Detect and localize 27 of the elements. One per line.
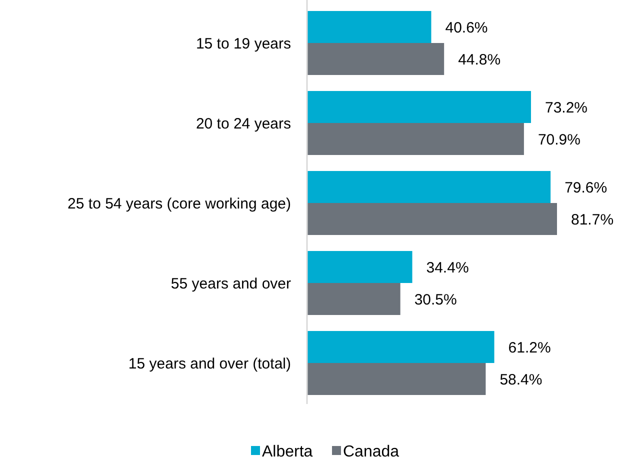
- y-tick-label: 15 years and over (total): [128, 355, 291, 372]
- y-tick-label: 55 years and over: [170, 275, 291, 292]
- bar: [307, 11, 432, 43]
- data-label: 61.2%: [508, 339, 551, 356]
- data-label: 34.4%: [426, 259, 469, 276]
- legend-label: Canada: [343, 444, 400, 461]
- data-label: 81.7%: [571, 211, 614, 228]
- data-label: 73.2%: [544, 99, 588, 116]
- y-tick-label: 25 to 54 years (core working age): [68, 195, 291, 212]
- bar: [307, 123, 524, 155]
- data-label: 44.8%: [458, 51, 501, 68]
- data-label: 70.9%: [538, 131, 580, 148]
- data-label: 79.6%: [564, 179, 608, 196]
- bar: [307, 91, 531, 123]
- bar: [307, 171, 551, 203]
- bar: [307, 43, 444, 75]
- bar: [307, 331, 494, 363]
- bar: [307, 203, 557, 235]
- y-tick-label: 15 to 19 years: [196, 35, 291, 52]
- bar: [307, 363, 486, 395]
- legend-label: Alberta: [262, 444, 313, 461]
- y-tick-label: 20 to 24 years: [196, 115, 291, 132]
- data-label: 58.4%: [500, 371, 542, 388]
- data-label: 40.6%: [445, 19, 488, 36]
- data-label: 30.5%: [414, 291, 457, 308]
- bar: [307, 283, 400, 315]
- bar: [307, 251, 412, 283]
